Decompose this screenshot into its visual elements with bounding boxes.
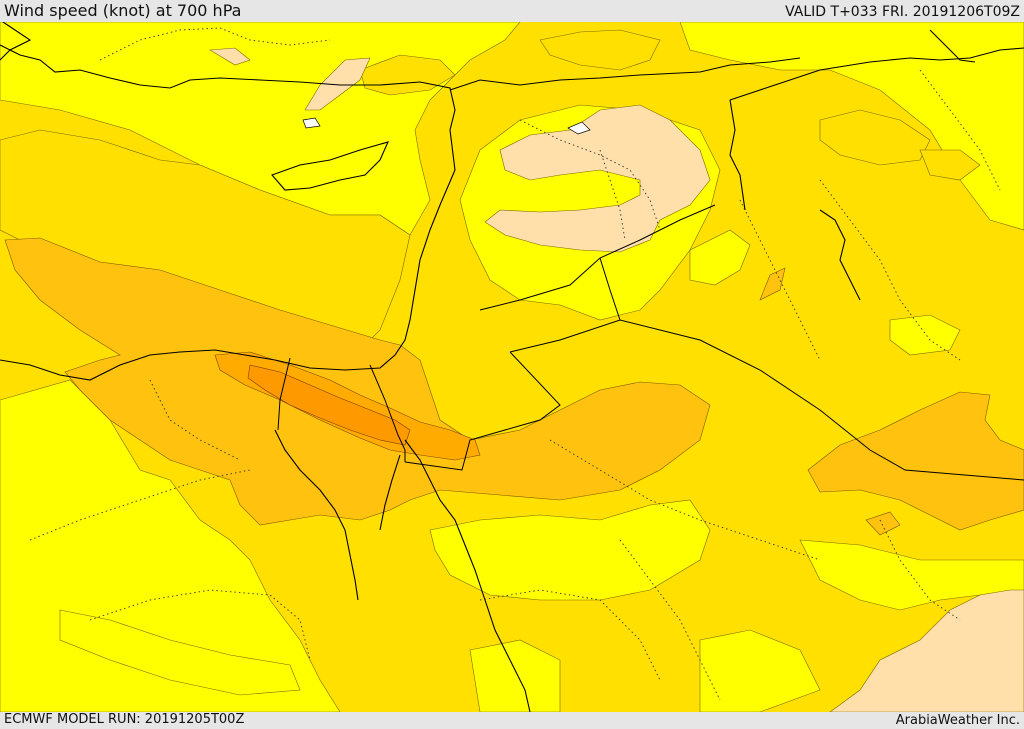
model-run-label: ECMWF MODEL RUN: 20191205T00Z [4,712,245,727]
contour-band-low [0,29,981,361]
contour-band-calm [209,47,1024,712]
wind-speed-map[interactable] [0,22,1024,712]
header-bar: Wind speed (knot) at 700 hPa VALID T+033… [0,0,1024,22]
contour-band-highest [247,364,411,446]
dotted-boundaries [29,27,1001,701]
lake-patches [302,117,591,135]
valid-time: VALID T+033 FRI. 20191206T09Z [785,4,1020,20]
coastlines [0,22,1024,712]
country-borders [277,57,1024,481]
map-title: Wind speed (knot) at 700 hPa [4,1,242,20]
contour-band-mid [4,237,1024,536]
credit-label: ArabiaWeather Inc. [895,713,1020,728]
footer-bar: ECMWF MODEL RUN: 20191205T00Z ArabiaWeat… [0,712,1024,729]
map-canvas [0,22,1024,712]
